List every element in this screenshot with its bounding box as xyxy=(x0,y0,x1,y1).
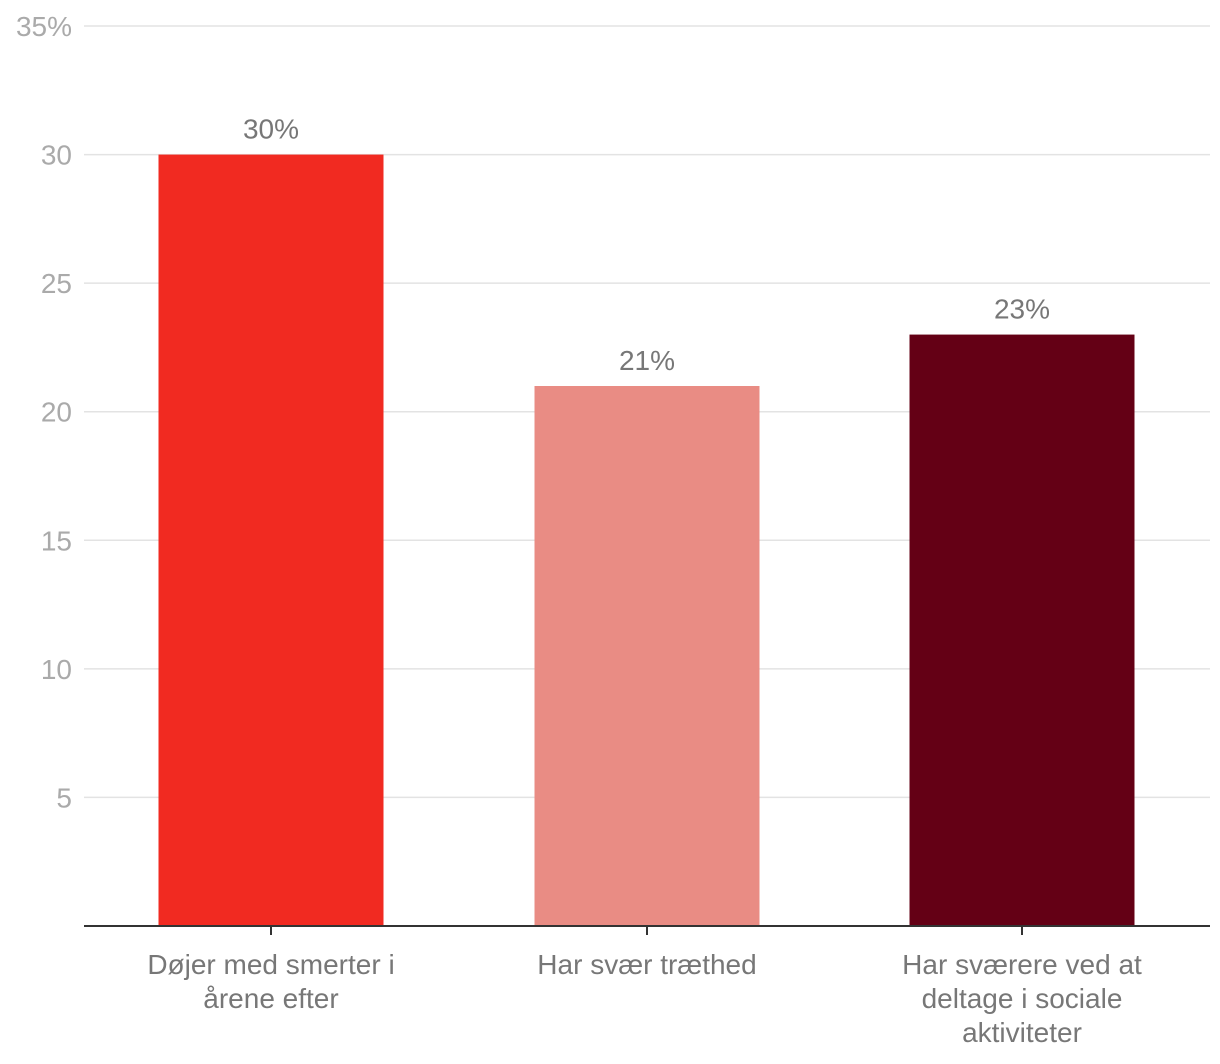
y-tick-label: 5 xyxy=(56,782,72,813)
y-tick-label: 15 xyxy=(41,525,72,556)
x-axis-category-labels: Døjer med smerter i årene efter Har svær t… xyxy=(147,949,1142,1048)
bar xyxy=(534,386,760,926)
x-category-label-line: Har sværere ved at xyxy=(902,949,1142,980)
data-label: 21% xyxy=(619,345,675,376)
data-label: 30% xyxy=(243,114,299,145)
data-labels: 30% 21% 23% xyxy=(243,114,1050,376)
x-category-label: Har svær træthed xyxy=(537,949,756,980)
y-tick-label: 10 xyxy=(41,654,72,685)
x-category-label: Har sværere ved at deltage i sociale aktiv… xyxy=(902,949,1142,1048)
bar xyxy=(909,334,1135,927)
x-category-label-line: deltage i sociale xyxy=(922,983,1123,1014)
x-category-label: Døjer med smerter i årene efter xyxy=(147,949,394,1014)
x-category-label-line: årene efter xyxy=(203,983,338,1014)
y-tick-label: 25 xyxy=(41,268,72,299)
y-tick-label: 20 xyxy=(41,397,72,428)
y-tick-label: 35% xyxy=(16,11,72,42)
y-axis-tick-labels: 5 10 15 20 25 30 35% xyxy=(16,11,72,813)
x-category-label-line: Døjer med smerter i xyxy=(147,949,394,980)
bar xyxy=(158,154,384,927)
x-category-label-line: Har svær træthed xyxy=(537,949,756,980)
x-category-label-line: aktiviteter xyxy=(962,1017,1082,1048)
data-label: 23% xyxy=(994,294,1050,325)
y-tick-label: 30 xyxy=(41,140,72,171)
x-axis-ticks xyxy=(270,926,1023,935)
bars xyxy=(158,154,1135,927)
